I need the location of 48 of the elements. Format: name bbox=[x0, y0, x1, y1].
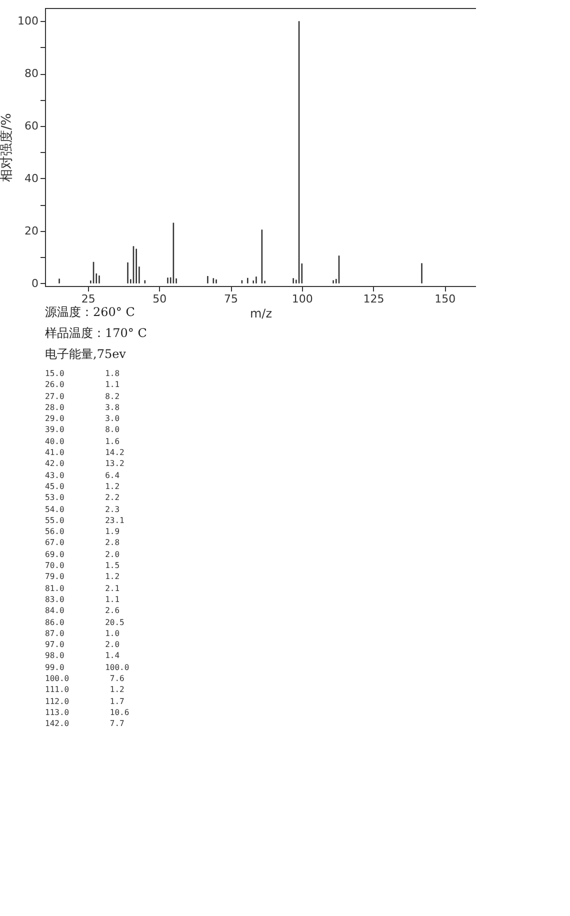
x-tick-label: 125 bbox=[363, 292, 384, 306]
y-tick-label: 40 bbox=[24, 172, 38, 185]
x-tick-label: 75 bbox=[224, 292, 238, 306]
text: 83.0 1.1 bbox=[45, 594, 121, 606]
text: 样品温度：170° C bbox=[45, 325, 147, 342]
text: 81.0 2.1 bbox=[45, 582, 121, 594]
x-tick-label: 50 bbox=[152, 292, 167, 306]
text: 42.0 13.2 bbox=[45, 458, 126, 470]
text: 40.0 1.6 bbox=[45, 436, 121, 448]
text: 53.0 2.2 bbox=[45, 492, 121, 504]
text: 27.0 8.2 bbox=[45, 390, 121, 402]
text: 54.0 2.3 bbox=[45, 504, 121, 515]
x-tick-label: 150 bbox=[434, 292, 456, 306]
text: 99.0 100.0 bbox=[45, 662, 130, 674]
text: 29.0 3.0 bbox=[45, 413, 121, 424]
text: 100.0 7.6 bbox=[45, 673, 126, 684]
text: 26.0 1.1 bbox=[45, 379, 121, 391]
y-tick-label: 60 bbox=[24, 120, 38, 133]
y-tick-label: 80 bbox=[24, 67, 38, 80]
text: 56.0 1.9 bbox=[45, 526, 121, 538]
text: 84.0 2.6 bbox=[45, 605, 121, 617]
text: 45.0 1.2 bbox=[45, 480, 121, 492]
text: 70.0 1.5 bbox=[45, 560, 121, 572]
text: 86.0 20.5 bbox=[45, 616, 126, 628]
text: 142.0 7.7 bbox=[45, 718, 126, 730]
text: 79.0 1.2 bbox=[45, 571, 121, 583]
text: 55.0 23.1 bbox=[45, 514, 126, 526]
x-axis-title: m/z bbox=[250, 306, 272, 320]
text: 28.0 3.8 bbox=[45, 402, 121, 414]
x-tick-label: 25 bbox=[81, 292, 96, 306]
text: 112.0 1.7 bbox=[45, 696, 126, 707]
text: 98.0 1.4 bbox=[45, 650, 121, 662]
text: 113.0 10.6 bbox=[45, 706, 130, 718]
text: 41.0 14.2 bbox=[45, 447, 126, 458]
text: 111.0 1.2 bbox=[45, 684, 126, 696]
text: 15.0 1.8 bbox=[45, 368, 121, 380]
text: 39.0 8.0 bbox=[45, 424, 121, 436]
text: 97.0 2.0 bbox=[45, 639, 121, 650]
y-tick-label: 20 bbox=[24, 224, 38, 238]
text: 43.0 6.4 bbox=[45, 470, 121, 481]
text: 69.0 2.0 bbox=[45, 548, 121, 560]
text: 源温度：260° C bbox=[45, 304, 136, 321]
text: 87.0 1.0 bbox=[45, 628, 121, 640]
text: 电子能量,75ev bbox=[45, 346, 127, 363]
y-tick-label: 0 bbox=[32, 276, 38, 290]
text: 67.0 2.8 bbox=[45, 537, 121, 549]
y-tick-label: 100 bbox=[18, 14, 38, 28]
x-tick-label: 100 bbox=[292, 292, 313, 306]
